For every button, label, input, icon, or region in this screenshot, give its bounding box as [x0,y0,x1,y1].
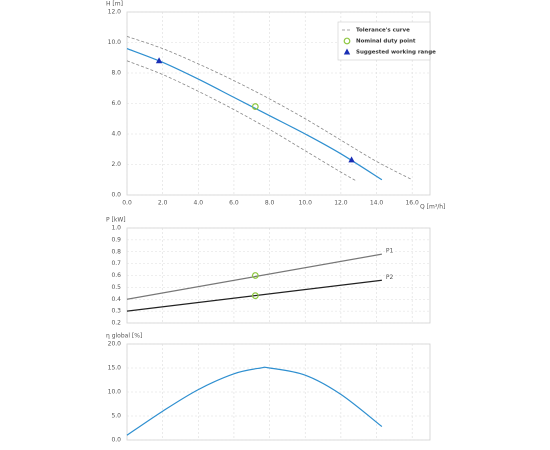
legend-label: Suggested working range [356,50,436,56]
y-tick-label: 20.0 [108,341,122,348]
series-end-label: P2 [386,274,394,281]
legend-label: Tolerance's curve [356,28,410,34]
y-tick-label: 8.0 [111,70,121,77]
circle-marker [251,103,259,110]
legend-box [337,21,431,61]
y-tick-label: 0.6 [111,272,121,279]
y-axis-label: H [m] [106,1,123,8]
series-line [126,36,413,181]
y-tick-label: 10.0 [108,39,122,46]
y-tick-label: 0.8 [111,248,121,255]
x-tick-label: 14.0 [370,200,384,207]
y-tick-label: 0.5 [111,284,121,291]
x-tick-label: 16.0 [405,200,419,207]
y-tick-label: 0.2 [111,320,121,327]
series-line [126,48,383,181]
x-tick-label: 0.0 [122,200,132,207]
y-axis-label: η global [%] [106,333,142,340]
series-line [126,60,358,182]
y-axis-label: P [kW] [106,217,126,224]
legend-label: Nominal duty point [356,39,416,45]
y-tick-label: 15.0 [108,365,122,372]
y-tick-label: 4.0 [111,131,121,138]
series-line [126,366,383,436]
y-tick-label: 12.0 [108,9,122,16]
x-tick-label: 10.0 [299,200,313,207]
y-tick-label: 0.9 [111,236,121,243]
circle-marker [251,292,259,300]
series-line [126,253,382,300]
y-tick-label: 0.0 [111,437,121,444]
x-tick-label: 12.0 [334,200,348,207]
x-tick-label: 8.0 [265,200,275,207]
y-tick-label: 0.0 [111,192,121,199]
circle-marker [251,272,259,279]
y-tick-label: 0.7 [111,260,121,267]
circle-marker [343,37,351,45]
y-tick-label: 2.0 [111,161,121,168]
y-tick-label: 0.4 [111,296,121,303]
triangle-marker [348,156,355,163]
y-tick-label: 5.0 [111,413,121,420]
triangle-marker [155,57,163,64]
x-tick-label: 2.0 [158,200,168,207]
x-tick-label: 6.0 [229,200,239,207]
series-line [126,279,382,312]
y-tick-label: 10.0 [108,389,122,396]
y-tick-label: 0.3 [111,308,121,315]
triangle-marker [343,48,351,55]
x-tick-label: 4.0 [194,200,204,207]
series-end-label: P1 [386,248,394,255]
y-tick-label: 6.0 [111,100,121,107]
x-axis-label: Q [m³/h] [420,204,445,211]
y-tick-label: 1.0 [111,225,121,232]
